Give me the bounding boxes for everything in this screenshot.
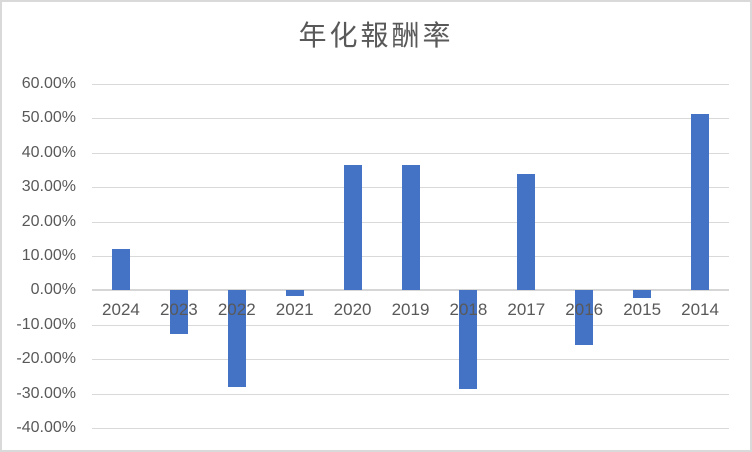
plot-area: [92, 84, 729, 429]
bar-2022: [227, 290, 246, 387]
gridline: [92, 152, 729, 154]
bar-2018: [459, 290, 478, 390]
y-tick-label: -20.00%: [16, 350, 76, 368]
gridline: [92, 428, 729, 429]
y-tick-label: 60.00%: [21, 75, 76, 92]
gridline: [92, 324, 729, 326]
zero-axis-line: [92, 289, 729, 292]
x-tick-label-2020: 2020: [333, 300, 372, 320]
y-tick-label: -30.00%: [16, 384, 76, 402]
x-tick-label-2015: 2015: [623, 300, 662, 320]
x-tick-label-2021: 2021: [275, 300, 314, 320]
bar-2019: [401, 165, 420, 291]
x-tick-label-2018: 2018: [449, 300, 488, 320]
gridline: [92, 84, 729, 85]
bar-2020: [343, 164, 362, 291]
y-tick-label: 10.00%: [21, 247, 76, 264]
y-tick-label: 20.00%: [21, 212, 76, 230]
bar-2016: [575, 290, 594, 346]
chart-title: 年化報酬率: [298, 19, 454, 52]
y-tick-label: 0.00%: [30, 281, 76, 299]
gridline: [92, 393, 729, 395]
bar-2021: [285, 290, 304, 296]
y-tick-label: 50.00%: [21, 109, 76, 127]
gridline: [92, 359, 729, 361]
bar-2023: [169, 290, 188, 335]
bar-2024: [111, 249, 130, 291]
x-tick-label-2024: 2024: [102, 300, 140, 320]
x-tick-label-2023: 2023: [159, 300, 198, 320]
x-tick-label-2017: 2017: [507, 300, 546, 320]
x-tick-label-2022: 2022: [217, 300, 256, 320]
y-tick-label: 40.00%: [21, 143, 76, 161]
y-tick-label: -40.00%: [16, 419, 76, 436]
x-tick-label-2019: 2019: [391, 300, 430, 320]
bar-2017: [517, 174, 536, 291]
y-tick-label: 30.00%: [21, 178, 76, 196]
x-tick-label-2016: 2016: [565, 300, 604, 320]
bar-2015: [633, 290, 652, 299]
gridline: [92, 118, 729, 120]
y-tick-label: -10.00%: [16, 315, 76, 333]
x-tick-label-2014: 2014: [681, 300, 719, 320]
bar-2014: [691, 113, 710, 291]
